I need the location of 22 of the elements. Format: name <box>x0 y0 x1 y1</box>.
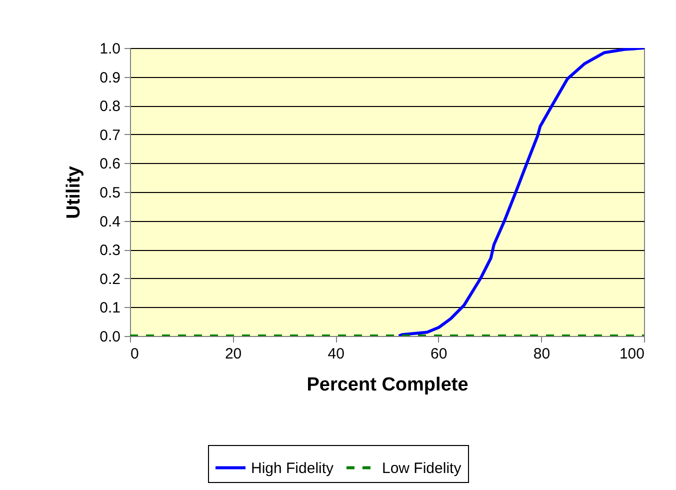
x-tick-label: 0 <box>130 346 139 362</box>
x-tick-label: 100 <box>619 346 644 362</box>
y-tick-label: 0.0 <box>100 328 120 346</box>
x-tick-label: 80 <box>533 346 550 362</box>
y-axis-title: Utility <box>64 166 85 219</box>
x-tick-label: 20 <box>224 346 242 362</box>
y-tick-label: 1.0 <box>100 40 120 58</box>
x-axis-title: Percent Complete <box>306 374 468 396</box>
legend-label: Low Fidelity <box>382 460 462 477</box>
y-tick-label: 0.4 <box>100 213 120 230</box>
y-tick-label: 0.9 <box>100 69 120 86</box>
y-tick-label: 0.8 <box>100 98 120 116</box>
y-tick-label: 0.5 <box>100 184 120 202</box>
y-tick-label: 0.1 <box>100 300 120 317</box>
line-series <box>397 48 644 336</box>
y-tick-label: 0.6 <box>100 156 120 173</box>
y-tick-label: 0.3 <box>100 242 120 260</box>
x-tick-label: 60 <box>430 346 448 362</box>
y-tick-label: 0.7 <box>100 126 120 144</box>
y-tick-label: 0.2 <box>100 270 120 288</box>
x-tick-label: 40 <box>328 346 344 362</box>
legend-label: High Fidelity <box>251 460 334 477</box>
